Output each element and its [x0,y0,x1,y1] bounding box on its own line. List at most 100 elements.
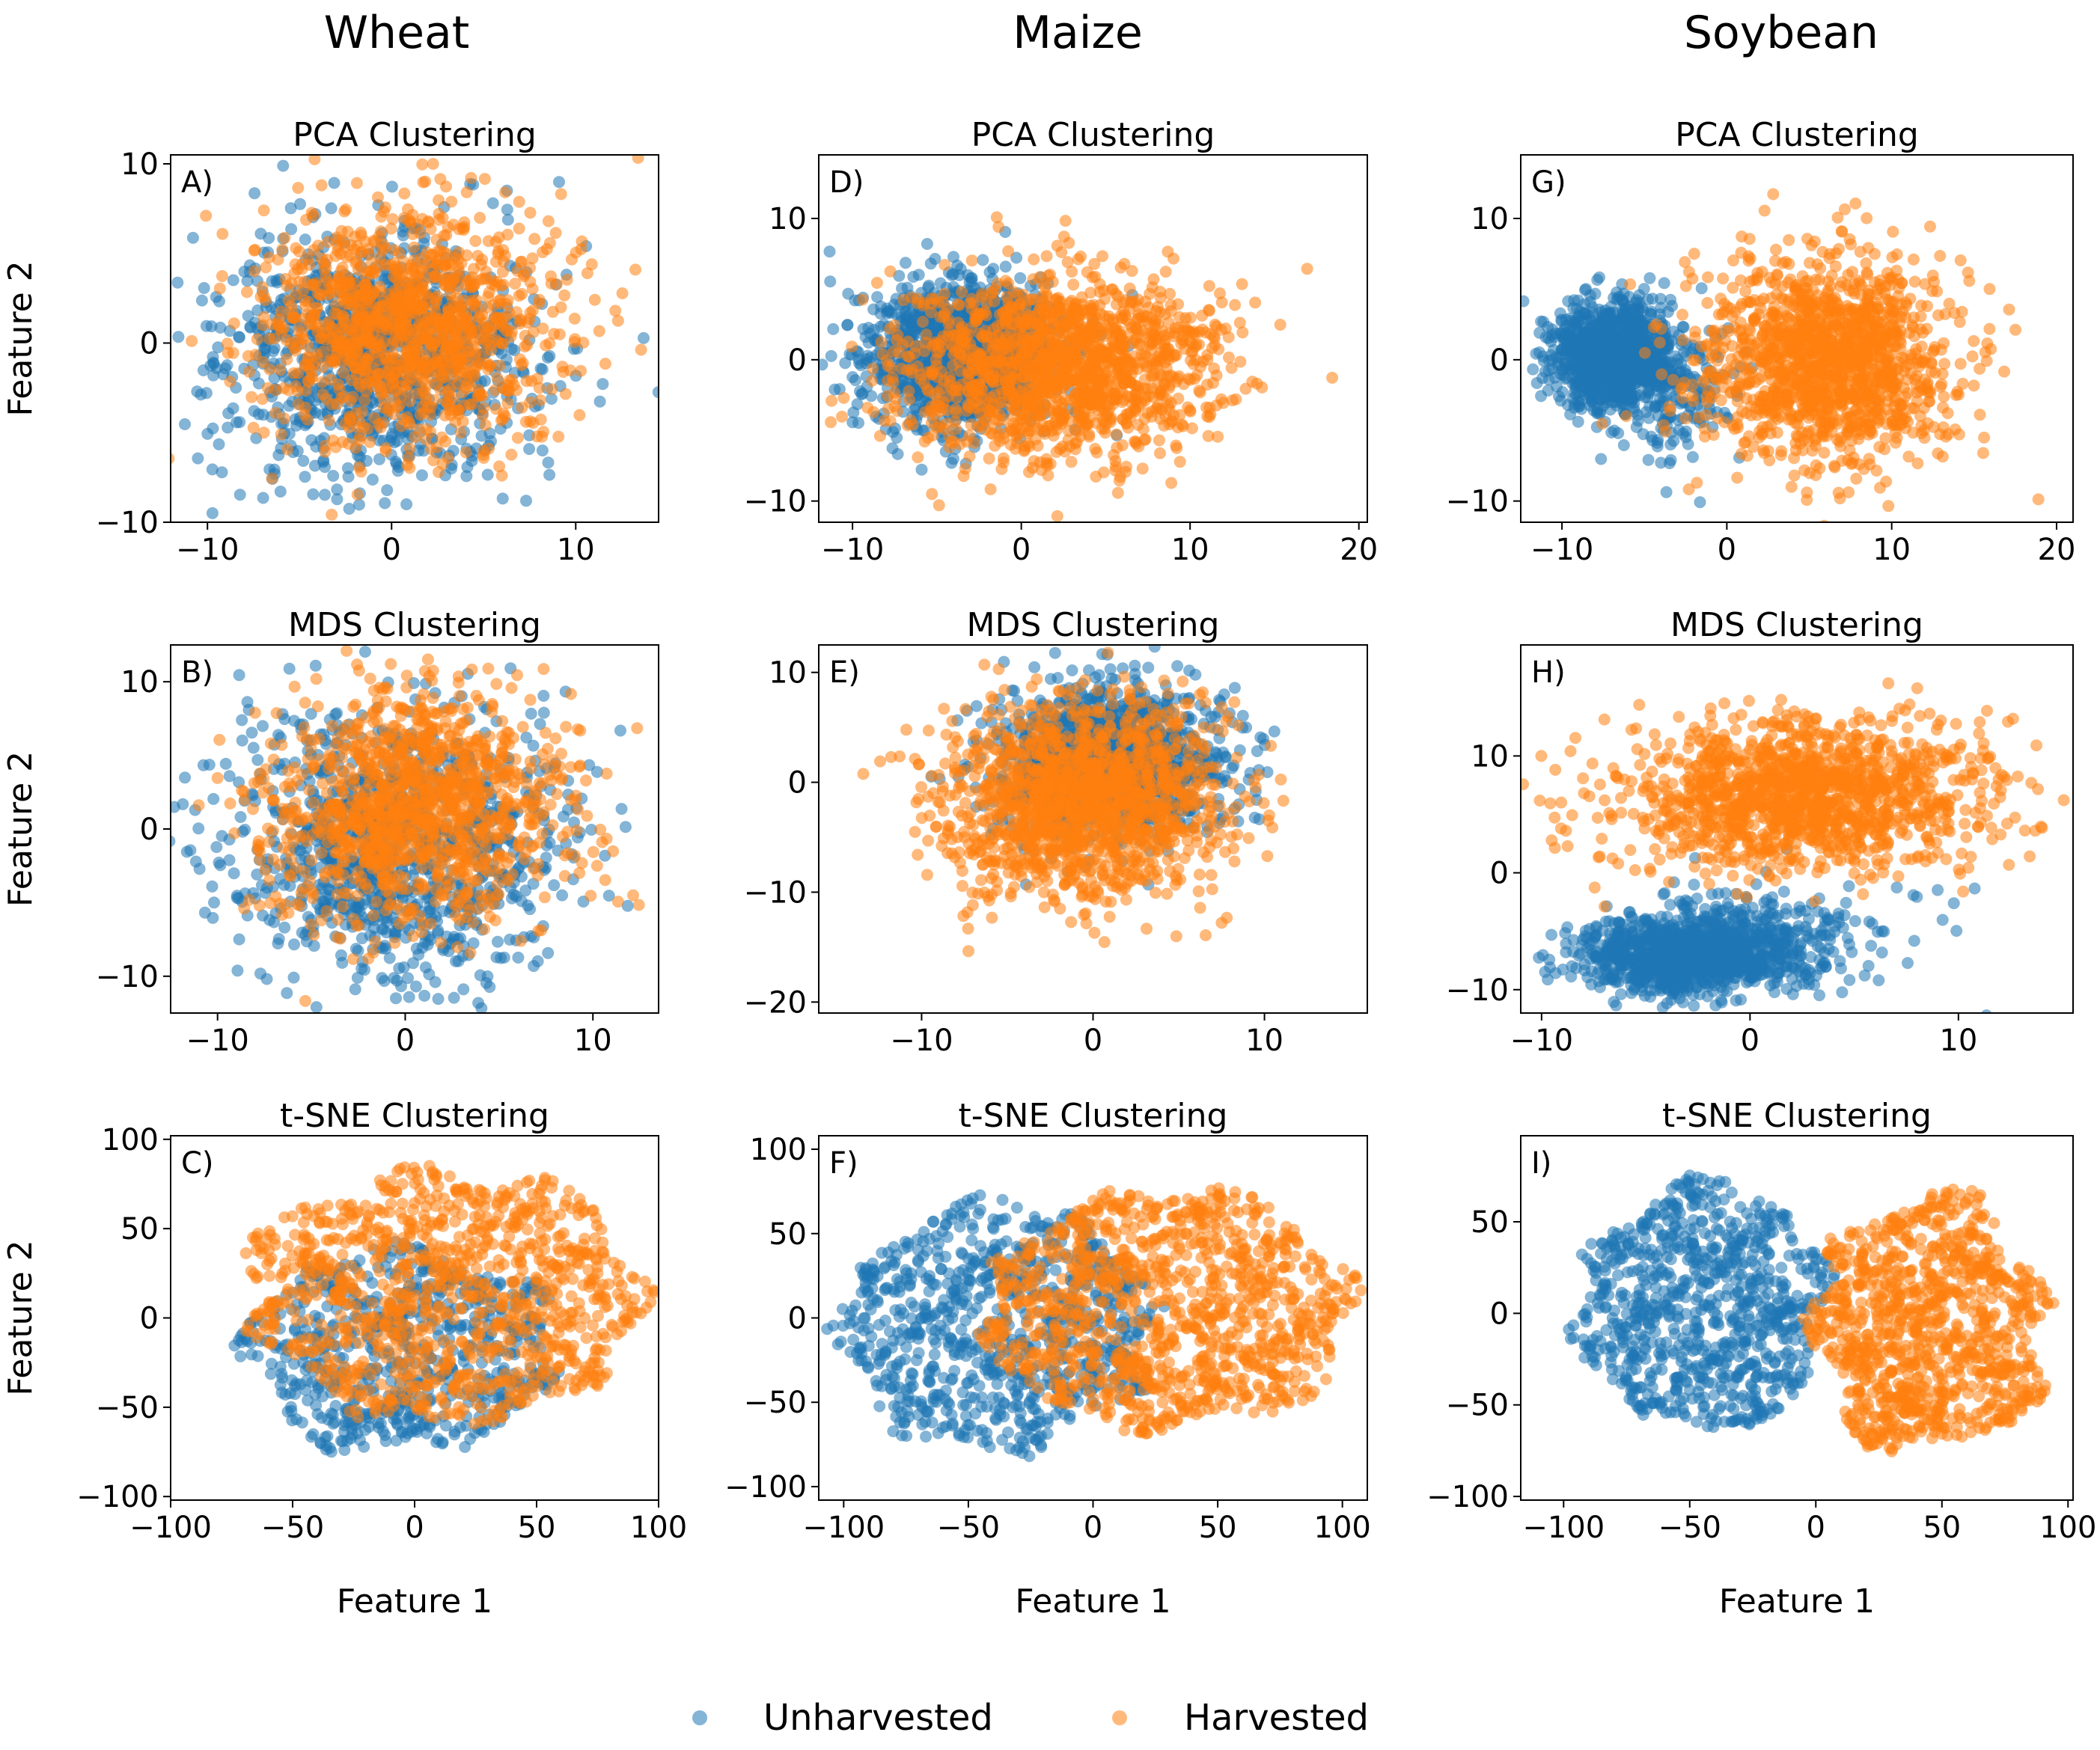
data-point [363,844,376,857]
data-point [280,334,293,346]
data-point [372,191,384,204]
data-point [352,498,365,511]
data-point [395,747,408,760]
data-point [367,738,379,751]
data-point [323,355,335,368]
data-point [467,777,479,789]
data-point [279,898,292,911]
data-point [531,869,544,881]
y-tick-label: −10 [96,960,159,994]
data-point [351,971,364,984]
data-point [600,768,613,780]
data-point [203,759,216,771]
data-point [430,353,443,366]
data-point [241,275,254,287]
data-point [424,409,436,421]
data-point [308,940,320,952]
data-point [297,830,310,842]
data-point [264,897,277,909]
data-point [495,469,508,482]
data-point [427,664,439,677]
data-point [268,342,281,355]
data-point [336,956,349,969]
data-point [311,700,324,713]
x-tick-label: −10 [186,1024,248,1058]
data-point [350,177,363,189]
data-point [379,741,391,754]
data-point [556,771,569,784]
data-point [248,265,260,278]
data-point [391,848,404,861]
data-point [546,383,558,396]
data-point [245,726,258,739]
data-point [288,938,300,951]
data-point [198,282,210,294]
data-point [543,337,556,349]
data-point [281,353,293,366]
data-point [337,835,350,848]
data-point [481,865,494,878]
data-point [400,883,412,896]
data-point [390,1434,403,1447]
data-point [424,917,437,930]
data-point [379,497,391,510]
data-point [352,865,364,878]
data-point [352,786,365,799]
data-point [496,715,509,727]
data-point [300,213,312,226]
data-point [450,824,463,837]
data-point [305,854,318,866]
data-point [351,658,364,671]
data-point [429,269,442,282]
data-point [665,836,677,848]
data-point [302,251,314,264]
data-point [461,378,474,390]
data-point [299,233,311,246]
data-point [287,971,300,984]
data-point [570,789,582,802]
data-point [542,946,555,959]
data-point [336,900,349,913]
data-point [431,872,444,884]
data-point [439,1419,452,1432]
data-point [299,471,311,483]
data-point [338,887,351,899]
data-point [550,278,563,290]
data-point [228,827,241,839]
data-point [367,716,380,729]
data-point [281,832,293,845]
data-point [379,201,391,214]
data-point [207,792,220,805]
data-point [449,272,462,284]
data-point [342,471,355,483]
data-point [330,299,343,311]
data-point [376,972,388,985]
data-point [278,921,291,934]
data-point [536,827,549,840]
data-point [370,896,383,908]
data-point [385,180,398,193]
y-tick-label: 0 [140,326,159,361]
data-point [468,263,480,275]
data-point [326,508,338,521]
data-point [200,209,213,222]
data-point [450,955,462,967]
data-point [283,662,296,675]
data-point [546,819,559,831]
data-point [580,774,592,787]
data-point [428,803,441,816]
data-point [440,395,453,408]
data-point [477,347,489,360]
data-point [457,983,470,996]
data-point [195,294,208,307]
data-point [252,377,265,390]
data-point [561,847,574,860]
y-tick-label: 10 [120,665,159,700]
data-point [385,658,397,670]
data-point [519,795,531,808]
data-point [275,738,288,751]
data-point [430,365,442,377]
data-point [394,321,407,334]
data-point [422,311,435,324]
data-point [474,212,486,224]
